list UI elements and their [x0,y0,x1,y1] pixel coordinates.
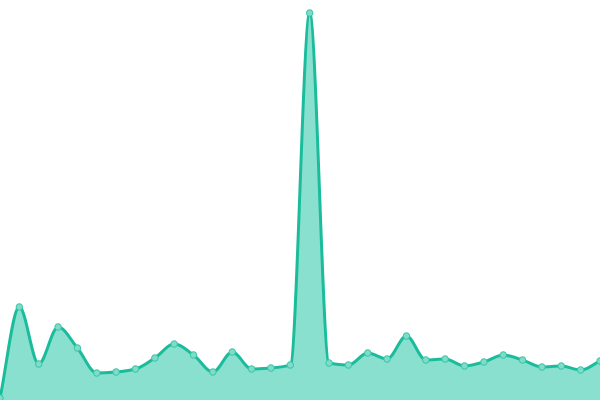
data-point-10 [189,351,198,359]
data-point-27 [518,356,527,364]
data-point-29 [557,362,565,370]
data-point-5 [93,369,101,377]
data-point-21 [402,332,411,340]
data-point-15 [286,361,295,369]
data-point-13 [247,365,256,373]
data-point-1 [15,303,24,311]
data-point-17 [325,359,333,367]
data-point-6 [112,368,120,376]
data-point-26 [499,351,507,359]
data-point-11 [209,368,217,376]
data-point-12 [228,348,236,356]
data-point-30 [576,366,585,374]
data-point-23 [441,355,449,363]
data-point-14 [267,364,275,372]
data-point-24 [460,362,469,370]
data-point-22 [422,356,430,364]
data-point-18 [344,361,353,369]
data-point-16 [305,9,314,17]
series-line [0,11,600,399]
data-point-8 [151,354,159,362]
data-point-25 [480,358,488,366]
data-point-20 [383,355,391,363]
data-point-0 [0,394,4,400]
data-point-2 [35,360,43,368]
data-point-7 [131,365,140,373]
data-point-9 [170,340,178,348]
data-point-28 [538,363,546,371]
data-point-4 [73,344,82,352]
data-point-19 [364,349,372,357]
data-point-3 [54,323,62,331]
data-points [0,9,600,400]
